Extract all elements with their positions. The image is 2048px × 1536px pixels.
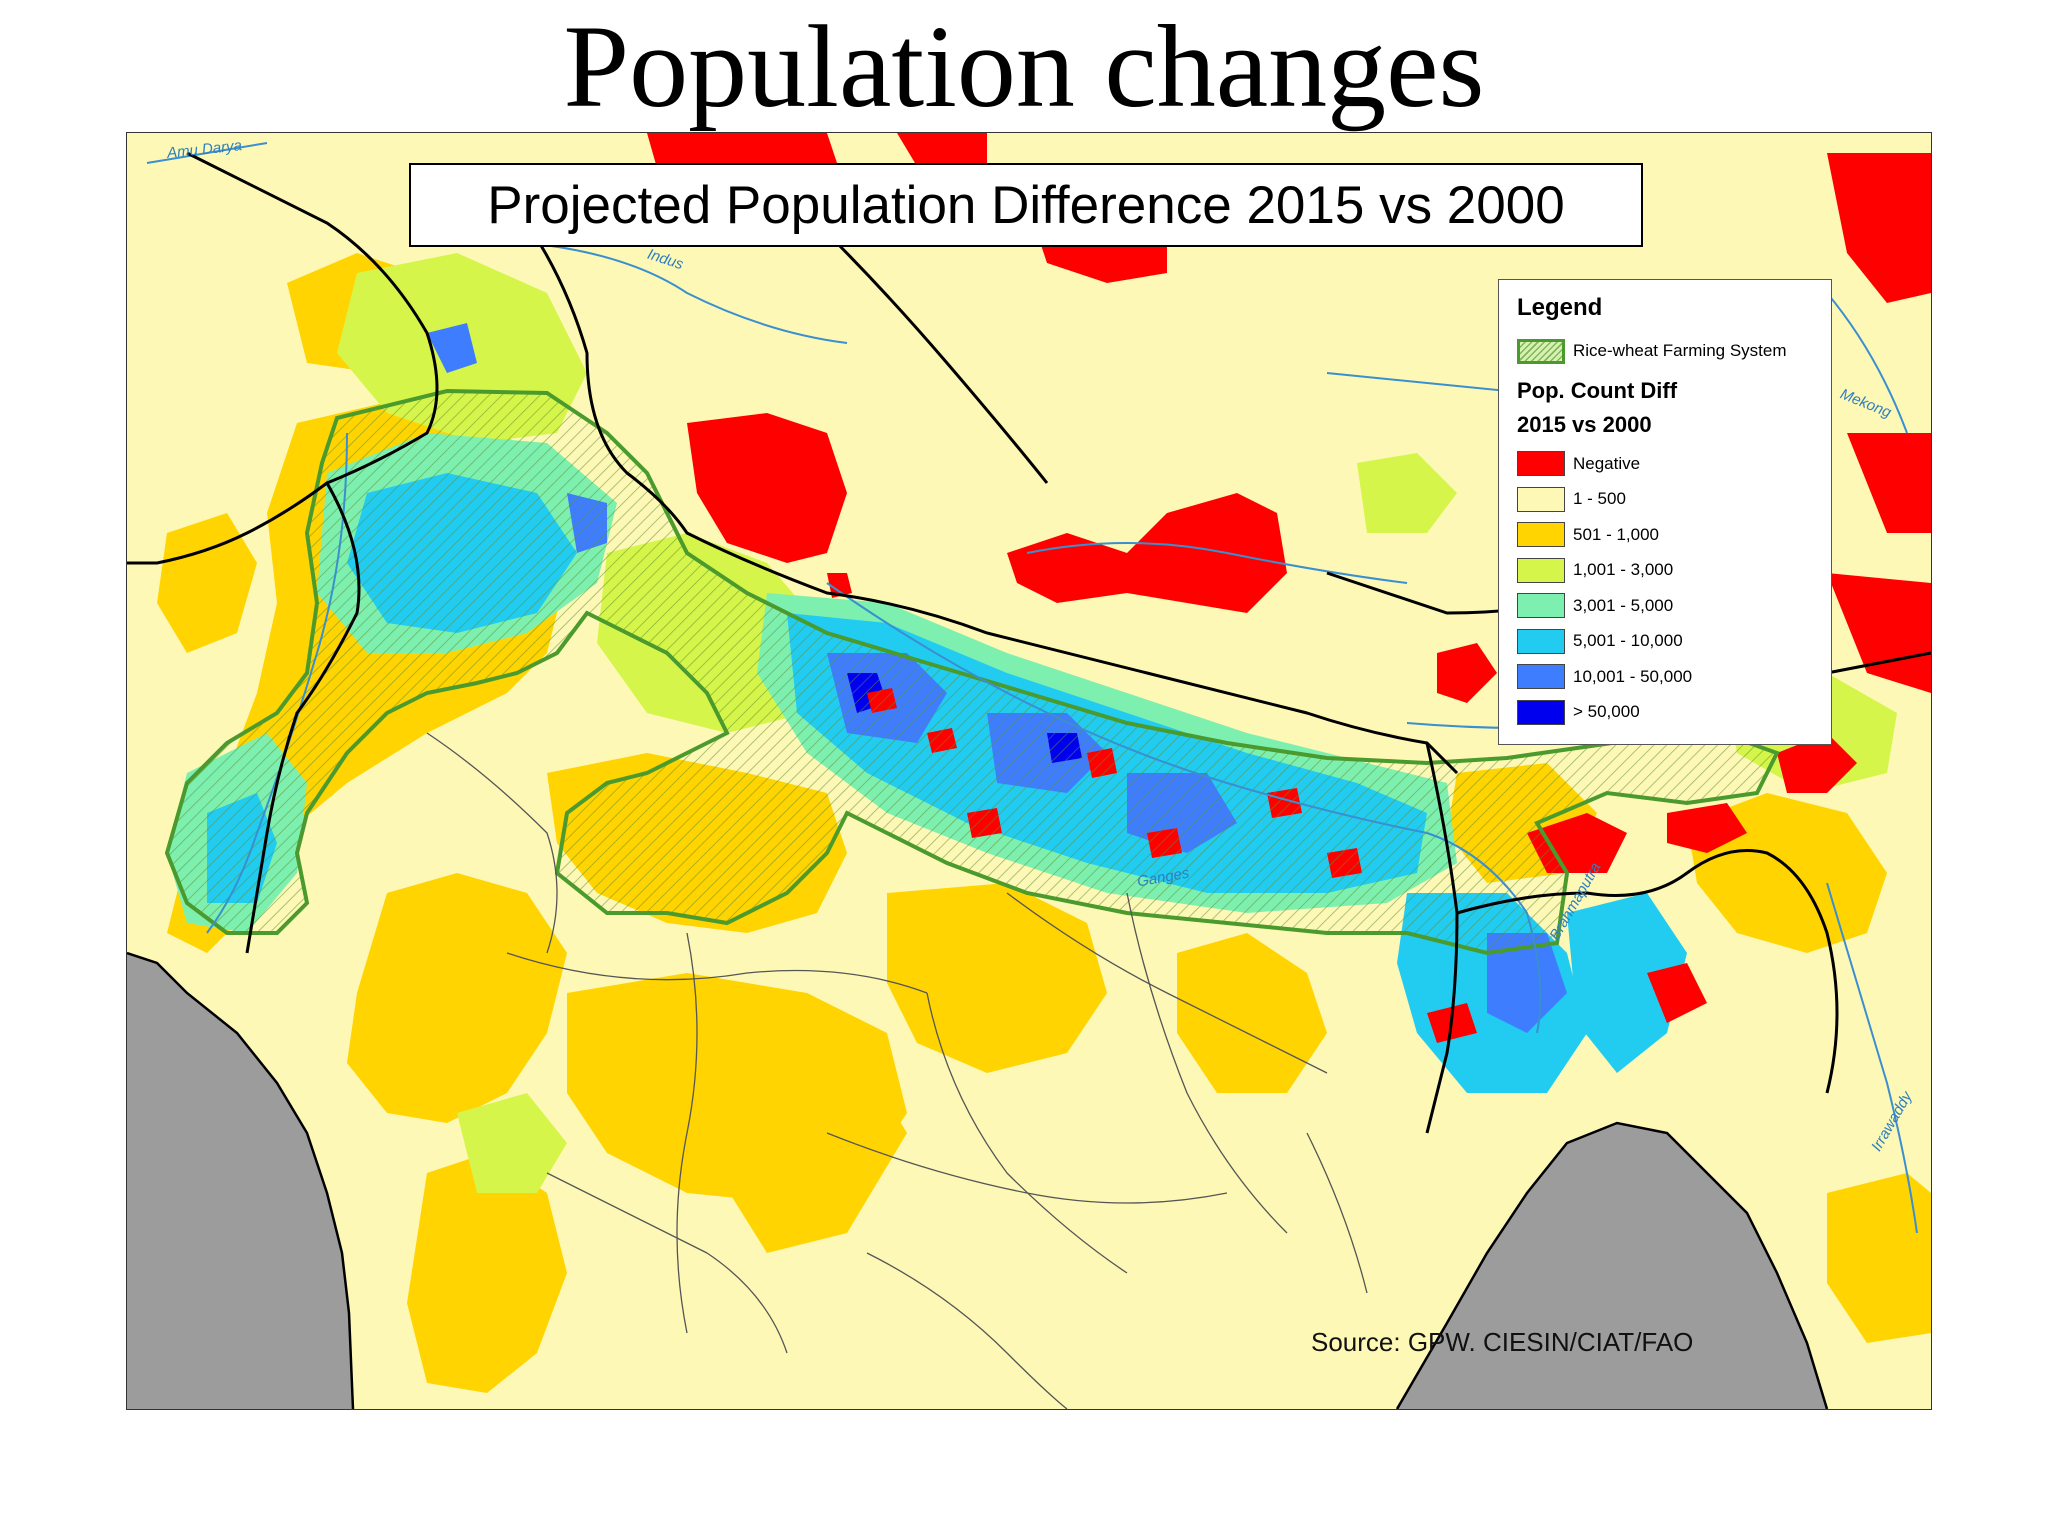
legend-label: 3,001 - 5,000 xyxy=(1573,595,1674,615)
coastline xyxy=(127,951,1829,1409)
legend-item: > 50,000 xyxy=(1517,695,1813,731)
legend-swatch xyxy=(1517,557,1565,583)
legend-label: > 50,000 xyxy=(1573,702,1640,722)
bay-of-bengal xyxy=(1397,1123,1827,1409)
population-map: Projected Population Difference 2015 vs … xyxy=(126,132,1932,1410)
legend-swatch xyxy=(1517,628,1565,654)
legend-swatch xyxy=(1517,486,1565,512)
legend-label: 1,001 - 3,000 xyxy=(1573,560,1674,580)
legend-label: Negative xyxy=(1573,453,1641,473)
legend-item-rice-wheat: Rice-wheat Farming System xyxy=(1517,336,1813,366)
legend-item: 501 - 1,000 xyxy=(1517,517,1813,553)
map-legend: Legend Rice-wheat Farming System Pop. Co… xyxy=(1498,279,1832,745)
legend-item: 5,001 - 10,000 xyxy=(1517,624,1813,660)
map-title: Projected Population Difference 2015 vs … xyxy=(409,163,1643,247)
legend-label: 5,001 - 10,000 xyxy=(1573,631,1683,651)
legend-title: Legend xyxy=(1517,294,1603,321)
legend-swatch xyxy=(1517,522,1565,548)
legend-label: 1 - 500 xyxy=(1573,489,1626,509)
legend-class-list: Negative 1 - 500 501 - 1,000 1,001 - 3,000 3… xyxy=(1517,446,1813,730)
legend-swatch xyxy=(1517,593,1565,619)
legend-subtitle-2: 2015 vs 2000 xyxy=(1517,412,1652,437)
legend-label: 10,001 - 50,000 xyxy=(1573,666,1693,686)
legend-item: Negative xyxy=(1517,446,1813,482)
legend-swatch xyxy=(1517,664,1565,690)
state-boundaries xyxy=(426,732,1368,1409)
legend-subtitle-1: Pop. Count Diff xyxy=(1517,378,1678,403)
legend-swatch-rice-wheat xyxy=(1517,338,1565,364)
legend-item: 1 - 500 xyxy=(1517,482,1813,518)
map-source: Source: GPW. CIESIN/CIAT/FAO xyxy=(1311,1327,1694,1357)
legend-label-rice-wheat: Rice-wheat Farming System xyxy=(1573,341,1787,360)
slide-title: Population changes xyxy=(563,1,1485,132)
legend-item: 1,001 - 3,000 xyxy=(1517,553,1813,589)
legend-label: 501 - 1,000 xyxy=(1573,524,1660,544)
arabian-sea xyxy=(127,953,353,1409)
legend-item: 10,001 - 50,000 xyxy=(1517,659,1813,695)
legend-item: 3,001 - 5,000 xyxy=(1517,588,1813,624)
rice-wheat-region xyxy=(164,388,1780,956)
legend-swatch xyxy=(1517,451,1565,477)
legend-swatch xyxy=(1517,699,1565,725)
